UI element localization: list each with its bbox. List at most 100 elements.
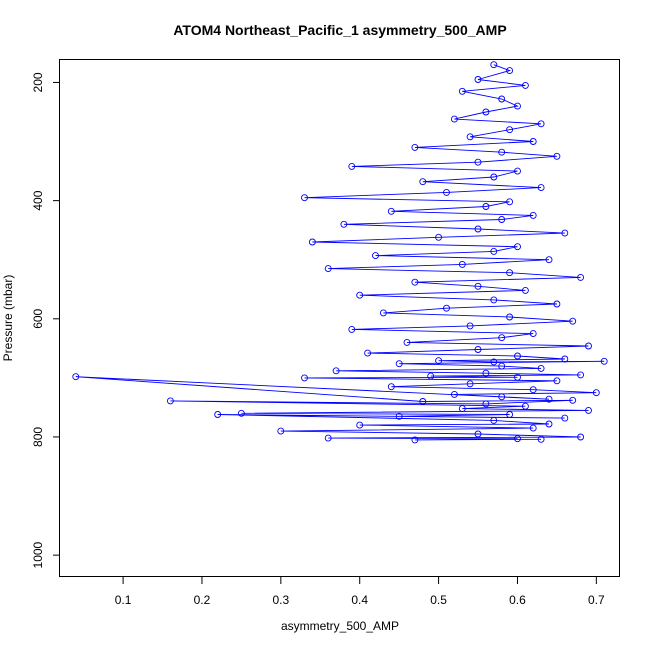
series-points — [72, 61, 608, 444]
data-point — [443, 304, 450, 312]
data-point — [340, 220, 348, 228]
data-point — [214, 411, 222, 418]
data-point — [521, 286, 529, 294]
data-point — [537, 435, 545, 443]
x-tick-label: 0.4 — [351, 593, 368, 607]
data-point — [529, 138, 537, 145]
data-point — [529, 386, 537, 394]
data-point — [237, 409, 245, 417]
x-tick-label: 0.1 — [115, 593, 132, 607]
data-point — [419, 398, 427, 405]
data-point — [324, 434, 332, 442]
data-point — [498, 148, 506, 156]
data-point — [450, 390, 458, 398]
data-point — [529, 211, 537, 219]
data-point — [490, 173, 498, 181]
y-axis: 200 400 600 800 1000 — [31, 72, 60, 568]
data-point — [514, 102, 521, 110]
y-tick-label: 1000 — [31, 541, 45, 568]
data-point — [348, 325, 356, 333]
data-point — [474, 430, 482, 438]
data-point — [419, 178, 427, 186]
x-axis-label: asymmetry_500_AMP — [281, 619, 399, 633]
data-point — [490, 61, 498, 69]
data-point — [585, 406, 592, 414]
data-point — [332, 367, 340, 375]
data-point — [458, 405, 466, 413]
data-point — [458, 260, 466, 268]
data-point — [490, 247, 498, 255]
data-point — [506, 313, 514, 321]
data-point — [435, 357, 443, 365]
data-point — [506, 198, 514, 206]
data-point — [545, 420, 553, 428]
data-point — [553, 377, 561, 385]
data-point — [301, 374, 308, 382]
data-point — [498, 393, 506, 401]
data-point — [514, 373, 521, 381]
data-point — [521, 81, 529, 89]
data-point — [482, 400, 490, 408]
data-point — [458, 87, 466, 95]
y-axis-label: Pressure (mbar) — [1, 275, 15, 362]
data-point — [474, 76, 482, 83]
data-point — [545, 395, 553, 403]
data-point — [443, 188, 450, 196]
data-point — [498, 95, 506, 103]
data-point — [506, 126, 514, 134]
data-point — [529, 330, 537, 338]
data-point — [395, 412, 403, 420]
data-point — [537, 364, 545, 372]
data-point — [411, 436, 419, 444]
data-point — [506, 67, 514, 75]
data-point — [561, 414, 569, 422]
data-point — [537, 120, 545, 128]
data-point — [348, 162, 356, 170]
data-point — [561, 355, 569, 363]
x-tick-label: 0.7 — [588, 593, 605, 607]
data-point — [308, 238, 316, 246]
data-point — [482, 203, 490, 210]
data-point — [498, 216, 506, 223]
data-point — [324, 265, 332, 273]
data-point — [514, 435, 521, 443]
data-point — [514, 352, 521, 360]
plot-frame — [59, 59, 620, 577]
x-tick-label: 0.6 — [509, 593, 526, 607]
data-point — [72, 373, 80, 381]
data-point — [514, 243, 521, 251]
data-point — [490, 416, 498, 424]
data-point — [490, 358, 498, 366]
data-point — [166, 397, 174, 405]
data-point — [356, 291, 364, 299]
data-point — [577, 273, 585, 281]
data-point — [498, 362, 506, 370]
data-point — [474, 346, 482, 353]
data-point — [474, 225, 482, 233]
data-point — [277, 427, 285, 435]
data-point — [364, 349, 372, 357]
data-point — [466, 322, 474, 330]
data-point — [387, 383, 395, 391]
data-point — [569, 317, 577, 325]
data-point — [545, 256, 553, 264]
x-tick-label: 0.2 — [194, 593, 211, 607]
data-point — [356, 421, 364, 429]
data-point — [395, 360, 403, 368]
data-point — [482, 108, 490, 116]
data-point — [521, 402, 529, 410]
data-point — [585, 342, 592, 350]
data-point — [427, 372, 435, 380]
data-point — [569, 396, 577, 404]
data-point — [482, 369, 490, 377]
data-point — [435, 233, 443, 241]
data-point — [600, 357, 608, 365]
y-tick-label: 600 — [31, 308, 45, 328]
x-tick-label: 0.5 — [430, 593, 447, 607]
data-point — [506, 411, 514, 418]
x-axis: 0.1 0.2 0.3 0.4 0.5 0.6 0.7 — [115, 577, 605, 607]
data-point — [466, 380, 474, 388]
data-point — [411, 278, 419, 286]
series-line — [75, 64, 605, 441]
